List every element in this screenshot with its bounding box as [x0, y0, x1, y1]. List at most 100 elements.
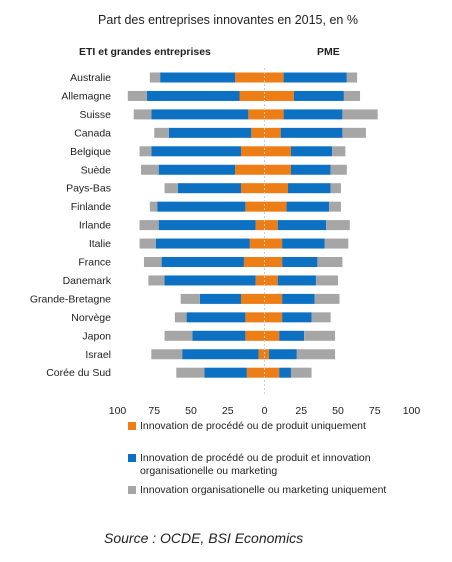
bar-left-series-0	[243, 257, 265, 267]
bar-left-series-2	[174, 312, 187, 323]
bar-left-series-0	[245, 201, 265, 212]
bar-right-series-2	[329, 201, 341, 212]
bar-left-series-2	[143, 257, 162, 267]
category-label: Norvège	[71, 312, 111, 324]
bar-right-series-0	[264, 90, 294, 101]
bar-left-series-1	[177, 183, 241, 194]
bar-left-series-0	[258, 349, 265, 360]
bar-right-series-1	[288, 183, 331, 194]
bar-right-series-2	[314, 293, 340, 304]
bar-right-series-0	[264, 201, 287, 212]
bar-left-series-2	[151, 349, 183, 360]
bar-right-series-2	[326, 220, 350, 231]
bar-left-series-2	[149, 201, 158, 212]
bar-left-series-1	[160, 72, 236, 83]
bar-right-series-2	[330, 164, 347, 175]
bar-right-series-1	[283, 109, 343, 120]
bar-left-series-2	[148, 275, 165, 286]
bar-left-series-2	[176, 367, 205, 378]
x-axis-ticks: 100 75 50 25 0 25 50 75 100	[109, 405, 421, 417]
legend-label: Innovation de procédé ou de produit uniq…	[140, 420, 366, 432]
x-tick-label: 50	[332, 405, 344, 417]
bar-right-series-0	[264, 146, 291, 157]
bar-right-series-1	[279, 367, 291, 378]
bar-right-series-2	[290, 367, 312, 378]
bar-right-series-1	[282, 293, 315, 304]
bar-left-series-0	[235, 72, 265, 83]
bar-right-series-0	[264, 367, 280, 378]
legend-item-organisational: Innovation organisationelle ou marketing…	[128, 484, 428, 497]
bar-right-series-0	[264, 330, 280, 341]
bar-right-series-2	[342, 109, 378, 120]
bar-right-series-0	[264, 72, 284, 83]
bar-right-series-0	[264, 349, 269, 360]
category-label: Irlande	[79, 220, 111, 232]
bar-left-series-1	[157, 201, 246, 212]
chart-title: Part des entreprises innovantes en 2015,…	[98, 13, 358, 27]
x-tick-label: 75	[148, 405, 160, 417]
bar-right-series-0	[264, 238, 283, 249]
x-tick-label: 50	[185, 405, 197, 417]
legend-swatch-blue	[128, 454, 136, 462]
category-label: Israel	[85, 349, 111, 361]
legend-item-combined: Innovation de procédé ou de produit et i…	[128, 452, 428, 478]
bar-left-series-1	[199, 293, 241, 304]
bar-left-series-2	[141, 164, 159, 175]
bar-right-series-0	[264, 275, 278, 286]
bar-left-series-1	[168, 127, 252, 138]
bar-right-series-0	[264, 127, 281, 138]
legend-swatch-orange	[128, 422, 136, 430]
bar-right-series-1	[293, 90, 344, 101]
bar-right-series-1	[277, 220, 327, 231]
x-tick-label: 100	[109, 405, 127, 417]
category-label: Canada	[74, 127, 111, 139]
category-label: Belgique	[70, 146, 111, 158]
bar-left-series-1	[161, 257, 244, 267]
bar-right-series-0	[264, 293, 283, 304]
bar-left-series-2	[133, 109, 152, 120]
bar-right-series-1	[282, 257, 318, 267]
bar-left-series-2	[139, 146, 152, 157]
bar-right-series-2	[296, 349, 336, 360]
bar-left-series-0	[245, 312, 265, 323]
bar-right-series-2	[324, 238, 349, 249]
bar-left-series-1	[151, 109, 249, 120]
bar-left-series-0	[240, 183, 265, 194]
bar-right-series-2	[330, 183, 341, 194]
bar-left-series-2	[149, 72, 161, 83]
bar-right-series-2	[343, 90, 361, 101]
legend-label: Innovation organisationelle ou marketing…	[140, 484, 387, 496]
category-label: Suède	[81, 164, 112, 176]
bar-right-series-1	[280, 127, 343, 138]
bar-left-series-1	[158, 220, 256, 231]
category-label: Suisse	[79, 109, 111, 121]
bar-left-series-2	[139, 238, 156, 249]
category-label: Pays-Bas	[66, 183, 111, 195]
bar-left-series-2	[164, 183, 178, 194]
bar-right-series-1	[279, 330, 305, 341]
category-label: Grande-Bretagne	[30, 293, 111, 305]
bar-left-series-0	[245, 330, 265, 341]
x-tick-label: 25	[222, 405, 234, 417]
bars-layer	[127, 72, 378, 378]
bar-left-series-0	[249, 238, 265, 249]
bar-left-series-1	[204, 367, 247, 378]
bar-left-series-1	[146, 90, 240, 101]
right-panel-header: PME	[317, 46, 340, 58]
x-tick-label: 25	[295, 405, 307, 417]
bar-right-series-0	[264, 220, 278, 231]
bar-left-series-1	[151, 146, 241, 157]
bar-right-series-1	[282, 312, 312, 323]
bar-right-series-0	[264, 164, 291, 175]
category-label: France	[78, 257, 111, 269]
legend-label: Innovation de procédé ou de produit et i…	[140, 452, 371, 477]
legend-item-process-product: Innovation de procédé ou de produit uniq…	[128, 420, 428, 433]
bar-left-series-2	[139, 220, 159, 231]
category-label: Finlande	[71, 201, 111, 213]
bar-left-series-1	[164, 275, 256, 286]
legend-swatch-gray	[128, 486, 136, 494]
bar-left-series-0	[240, 146, 265, 157]
bar-left-series-2	[127, 90, 147, 101]
bar-left-series-1	[192, 330, 246, 341]
